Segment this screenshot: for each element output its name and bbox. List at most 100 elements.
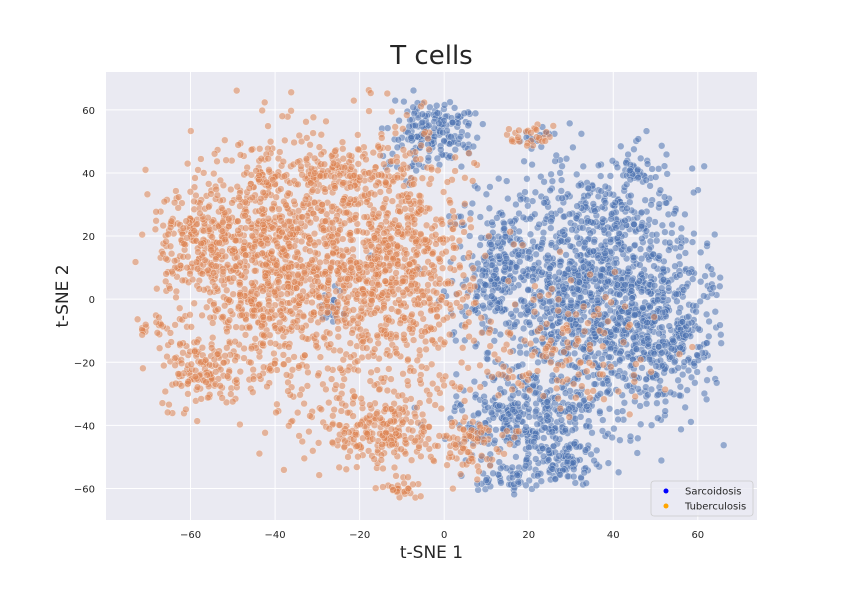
scatter-point: [255, 449, 264, 458]
scatter-point: [676, 271, 684, 279]
scatter-point: [613, 163, 622, 171]
scatter-point: [190, 299, 198, 307]
scatter-point: [577, 256, 585, 264]
scatter-point: [373, 331, 381, 340]
scatter-point: [555, 268, 563, 277]
scatter-point: [589, 200, 597, 208]
scatter-point: [163, 352, 171, 361]
scatter-point: [354, 160, 362, 168]
scatter-point: [540, 178, 548, 186]
scatter-point: [294, 207, 303, 215]
scatter-point: [374, 143, 382, 151]
scatter-point: [525, 413, 533, 421]
scatter-point: [493, 304, 502, 312]
scatter-point: [290, 138, 298, 147]
scatter-point: [266, 339, 275, 347]
scatter-point: [556, 471, 564, 479]
scatter-point: [276, 148, 284, 156]
scatter-point: [233, 183, 241, 191]
scatter-point: [172, 187, 180, 195]
scatter-point: [705, 332, 713, 341]
scatter-point: [325, 291, 333, 299]
scatter-point: [417, 309, 425, 318]
scatter-point: [532, 407, 540, 416]
scatter-point: [183, 234, 191, 242]
scatter-point: [629, 333, 638, 342]
scatter-point: [524, 286, 532, 294]
scatter-point: [568, 226, 576, 234]
scatter-point: [646, 237, 655, 245]
scatter-point: [382, 254, 391, 263]
scatter-point: [360, 297, 368, 305]
scatter-point: [626, 432, 635, 441]
scatter-point: [565, 405, 573, 413]
scatter-point: [460, 109, 468, 117]
scatter-point: [540, 452, 548, 461]
scatter-point: [165, 400, 173, 409]
scatter-point: [470, 282, 479, 291]
scatter-point: [409, 318, 418, 326]
scatter-point: [350, 171, 358, 180]
scatter-point: [642, 127, 651, 135]
scatter-point: [531, 210, 539, 218]
scatter-point: [596, 272, 605, 280]
scatter-point: [235, 193, 243, 202]
scatter-point: [282, 371, 291, 379]
scatter-point: [284, 387, 292, 395]
scatter-point: [316, 353, 325, 361]
scatter-point: [334, 333, 342, 341]
scatter-point: [307, 316, 315, 324]
scatter-point: [610, 259, 618, 267]
scatter-point: [468, 199, 477, 208]
scatter-point: [372, 270, 380, 279]
scatter-point: [537, 173, 545, 181]
scatter-point: [143, 190, 152, 198]
scatter-point: [187, 323, 195, 331]
scatter-point: [433, 385, 441, 393]
scatter-point: [551, 475, 559, 483]
scatter-point: [684, 312, 693, 321]
scatter-point: [259, 287, 267, 295]
scatter-point: [716, 321, 724, 329]
scatter-point: [703, 239, 711, 248]
scatter-point: [218, 276, 226, 285]
scatter-point: [285, 242, 294, 250]
scatter-point: [340, 219, 349, 227]
scatter-point: [658, 284, 666, 292]
scatter-point: [488, 261, 496, 269]
scatter-point: [446, 199, 454, 207]
scatter-point: [642, 176, 650, 184]
scatter-point: [525, 318, 533, 327]
scatter-point: [548, 428, 556, 436]
scatter-point: [301, 195, 310, 203]
scatter-point: [515, 251, 523, 259]
scatter-point: [661, 397, 670, 406]
scatter-point: [636, 245, 645, 253]
scatter-point: [616, 291, 624, 299]
scatter-point: [202, 356, 210, 364]
scatter-point: [427, 324, 435, 332]
scatter-point: [593, 282, 601, 290]
scatter-point: [658, 323, 666, 331]
scatter-point: [682, 331, 690, 340]
scatter-point: [633, 213, 641, 222]
scatter-point: [573, 285, 581, 293]
scatter-point: [222, 156, 230, 164]
scatter-point: [255, 301, 263, 309]
scatter-point: [240, 238, 249, 246]
scatter-point: [566, 119, 574, 128]
scatter-point: [503, 177, 511, 185]
scatter-point: [692, 308, 700, 316]
scatter-point: [191, 174, 199, 182]
scatter-point: [439, 128, 447, 137]
scatter-point: [241, 331, 250, 339]
scatter-point: [515, 413, 523, 421]
scatter-point: [219, 218, 227, 226]
scatter-point: [293, 317, 301, 325]
scatter-point: [635, 277, 644, 285]
scatter-point: [501, 263, 509, 272]
scatter-point: [598, 355, 606, 363]
scatter-point: [642, 375, 650, 383]
scatter-point: [626, 175, 634, 184]
scatter-point: [166, 284, 174, 293]
